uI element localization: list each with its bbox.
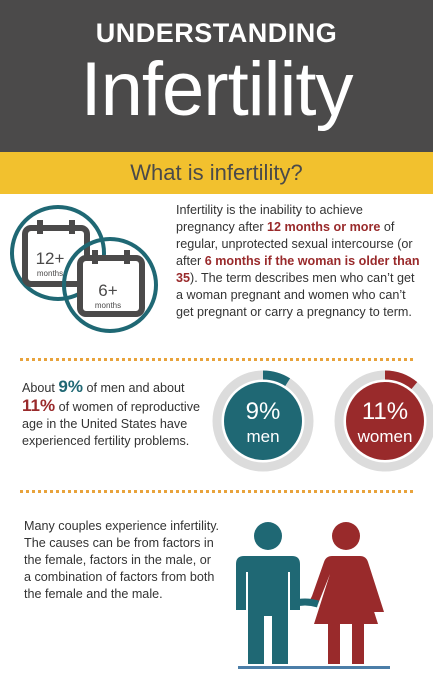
- calendar-icons: 12+ months 6+ months: [10, 205, 158, 333]
- stat-label: 11%: [362, 398, 408, 425]
- highlight: 6 months if the woman is older than 35: [176, 254, 420, 285]
- woman-body: [308, 556, 384, 664]
- calendar-number: 6+: [98, 281, 117, 300]
- calendar-ring: [10, 205, 106, 301]
- stat-circles: 9% men 11% women: [212, 370, 433, 472]
- highlight: 12 months or more: [267, 220, 381, 234]
- held-hands: [290, 598, 320, 608]
- stat-label: 9%: [246, 398, 281, 425]
- text: About: [22, 381, 59, 395]
- man-body: [236, 556, 300, 664]
- stat-disc: [346, 382, 424, 460]
- calendar-ring-tab: [37, 220, 43, 234]
- causes-text: Many couples experience infertility. The…: [24, 519, 220, 601]
- banner: What is infertility?: [0, 152, 433, 194]
- calendar-number: 12+: [36, 249, 65, 268]
- divider: [20, 358, 413, 361]
- calendar-unit: months: [95, 301, 121, 310]
- stat-group: men: [246, 427, 279, 446]
- ground-line: [238, 666, 390, 669]
- prevalence-text: About 9% of men and about 11% of women o…: [22, 378, 202, 450]
- stat-disc: [224, 382, 302, 460]
- people-icon: [236, 522, 390, 669]
- calendar-unit: months: [37, 269, 63, 278]
- pre-title: UNDERSTANDING: [95, 18, 338, 48]
- calendar-ring-tab: [69, 220, 75, 234]
- divider: [20, 490, 413, 493]
- calendar-ring: [62, 237, 158, 333]
- stat-group: women: [357, 427, 413, 446]
- text: of regular, unprotected sexual intercour…: [176, 220, 413, 268]
- text: of men and about: [83, 381, 185, 395]
- woman-head: [332, 522, 360, 550]
- man-head: [254, 522, 282, 550]
- stat-arc: [334, 370, 433, 472]
- text: of women of reproductive age in the Unit…: [22, 400, 200, 448]
- text: ). The term describes men who can’t get …: [176, 271, 415, 319]
- calendar-ring-tab: [92, 250, 98, 264]
- calendar: [77, 255, 145, 317]
- highlight: 9%: [58, 377, 83, 396]
- title: Infertility: [80, 47, 354, 132]
- text: Infertility is the inability to achieve …: [176, 203, 363, 234]
- header: UNDERSTANDING Infertility: [0, 0, 433, 152]
- highlight: 11%: [22, 396, 56, 415]
- definition-text: Infertility is the inability to achieve …: [176, 202, 422, 321]
- calendar-ring-tab: [124, 250, 130, 264]
- stat-arc: [212, 370, 314, 472]
